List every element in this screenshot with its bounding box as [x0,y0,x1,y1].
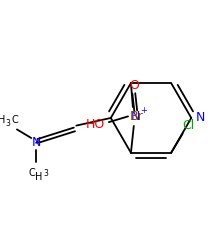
Text: 3: 3 [6,119,11,128]
Text: N: N [131,110,140,123]
Text: H: H [35,172,43,182]
Text: H: H [0,115,5,125]
Text: Cl: Cl [182,120,194,132]
Text: C: C [12,115,18,125]
Text: 3: 3 [43,169,48,178]
Text: HO: HO [86,117,105,130]
Text: N: N [196,111,205,124]
Text: C: C [29,168,36,178]
Text: +: + [140,106,147,115]
Text: N: N [31,136,41,149]
Text: Br: Br [130,110,144,123]
Text: O: O [129,79,139,92]
